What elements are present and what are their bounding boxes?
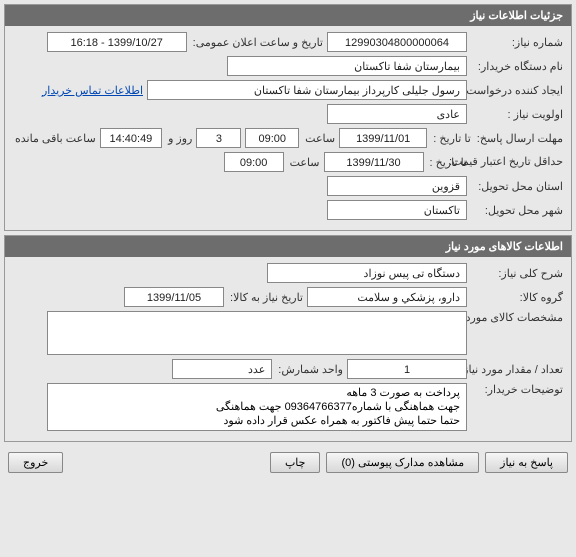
unit-field: عدد [172,359,272,379]
row-group: گروه کالا: دارو، پزشكي و سلامت تاریخ نیا… [13,287,563,307]
min-credit-date-field: 1399/11/30 [324,152,424,172]
row-buyer-org: نام دستگاه خریدار: بیمارستان شفا تاکستان [13,56,563,76]
panel2-title: اطلاعات کالاهای مورد نیاز [5,236,571,257]
unit-label: واحد شمارش: [276,363,343,376]
contact-link[interactable]: اطلاعات تماس خریدار [42,84,143,97]
priority-field: عادی [327,104,467,124]
group-label: گروه کالا: [471,291,563,304]
qty-field: 1 [347,359,467,379]
row-min-credit: حداقل تاریخ اعتبار قیمت: تا تاریخ : 1399… [13,152,563,172]
exit-button[interactable]: خروج [8,452,63,473]
panel1-body: شماره نیاز: 12990304800000064 تاریخ و سا… [5,26,571,230]
row-creator: ایجاد کننده درخواست: رسول جلیلی کارپرداز… [13,80,563,100]
min-credit-until-label: تا تاریخ : [428,156,467,169]
row-qty: تعداد / مقدار مورد نیاز: 1 واحد شمارش: ع… [13,359,563,379]
spec-label: مشخصات کالای مورد نیاز: [471,311,563,324]
public-datetime-field: 1399/10/27 - 16:18 [47,32,187,52]
days-remaining-field: 3 [196,128,241,148]
row-city: شهر محل تحویل: تاکستان [13,200,563,220]
panel2-body: شرح کلی نیاز: دستگاه تی پیس نوزاد گروه ک… [5,257,571,441]
days-remaining-label: روز و [166,132,192,145]
button-bar: پاسخ به نیاز مشاهده مدارک پیوستی (0) چاپ… [0,446,576,479]
deadline-label: مهلت ارسال پاسخ: [475,132,563,145]
time-label-1: ساعت [303,132,335,145]
qty-label: تعداد / مقدار مورد نیاز: [471,363,563,376]
reply-button[interactable]: پاسخ به نیاز [485,452,568,473]
row-province: استان محل تحویل: قزوین [13,176,563,196]
public-datetime-label: تاریخ و ساعت اعلان عمومی: [191,36,323,49]
goods-info-panel: اطلاعات کالاهای مورد نیاز شرح کلی نیاز: … [4,235,572,442]
city-field: تاکستان [327,200,467,220]
province-field: قزوین [327,176,467,196]
desc-label: شرح کلی نیاز: [471,267,563,280]
buyer-org-field: بیمارستان شفا تاکستان [227,56,467,76]
row-buyer-note: توضیحات خریدار: پرداخت به صورت 3 ماهه جه… [13,383,563,431]
need-until-field: 1399/11/05 [124,287,224,307]
min-credit-label: حداقل تاریخ اعتبار قیمت: [471,157,563,168]
group-field: دارو، پزشكي و سلامت [307,287,467,307]
panel1-title: جزئیات اطلاعات نیاز [5,5,571,26]
desc-field: دستگاه تی پیس نوزاد [267,263,467,283]
row-priority: اولویت نیاز : عادی [13,104,563,124]
creator-label: ایجاد کننده درخواست: [471,84,563,97]
min-credit-time-field: 09:00 [224,152,284,172]
row-need-no: شماره نیاز: 12990304800000064 تاریخ و سا… [13,32,563,52]
attachments-button[interactable]: مشاهده مدارک پیوستی (0) [326,452,479,473]
buyer-note-label: توضیحات خریدار: [471,383,563,396]
buyer-org-label: نام دستگاه خریدار: [471,60,563,73]
need-no-label: شماره نیاز: [471,36,563,49]
need-details-panel: جزئیات اطلاعات نیاز شماره نیاز: 12990304… [4,4,572,231]
need-no-field: 12990304800000064 [327,32,467,52]
until-time-field: 09:00 [245,128,299,148]
buyer-note-field: پرداخت به صورت 3 ماهه جهت هماهنگی با شما… [47,383,467,431]
spec-field [47,311,467,355]
row-desc: شرح کلی نیاز: دستگاه تی پیس نوزاد [13,263,563,283]
need-until-label: تاریخ نیاز به کالا: [228,291,303,304]
city-label: شهر محل تحویل: [471,204,563,217]
row-spec: مشخصات کالای مورد نیاز: [13,311,563,355]
until-date-field: 1399/11/01 [339,128,427,148]
print-button[interactable]: چاپ [270,452,321,473]
countdown-field: 14:40:49 [100,128,162,148]
row-deadline: مهلت ارسال پاسخ: تا تاریخ : 1399/11/01 س… [13,128,563,148]
creator-field: رسول جلیلی کارپرداز بیمارستان شفا تاکستا… [147,80,467,100]
time-label-2: ساعت [288,156,320,169]
priority-label: اولویت نیاز : [471,108,563,121]
until-date-label: تا تاریخ : [431,132,470,145]
countdown-label: ساعت باقی مانده [13,132,96,145]
province-label: استان محل تحویل: [471,180,563,193]
